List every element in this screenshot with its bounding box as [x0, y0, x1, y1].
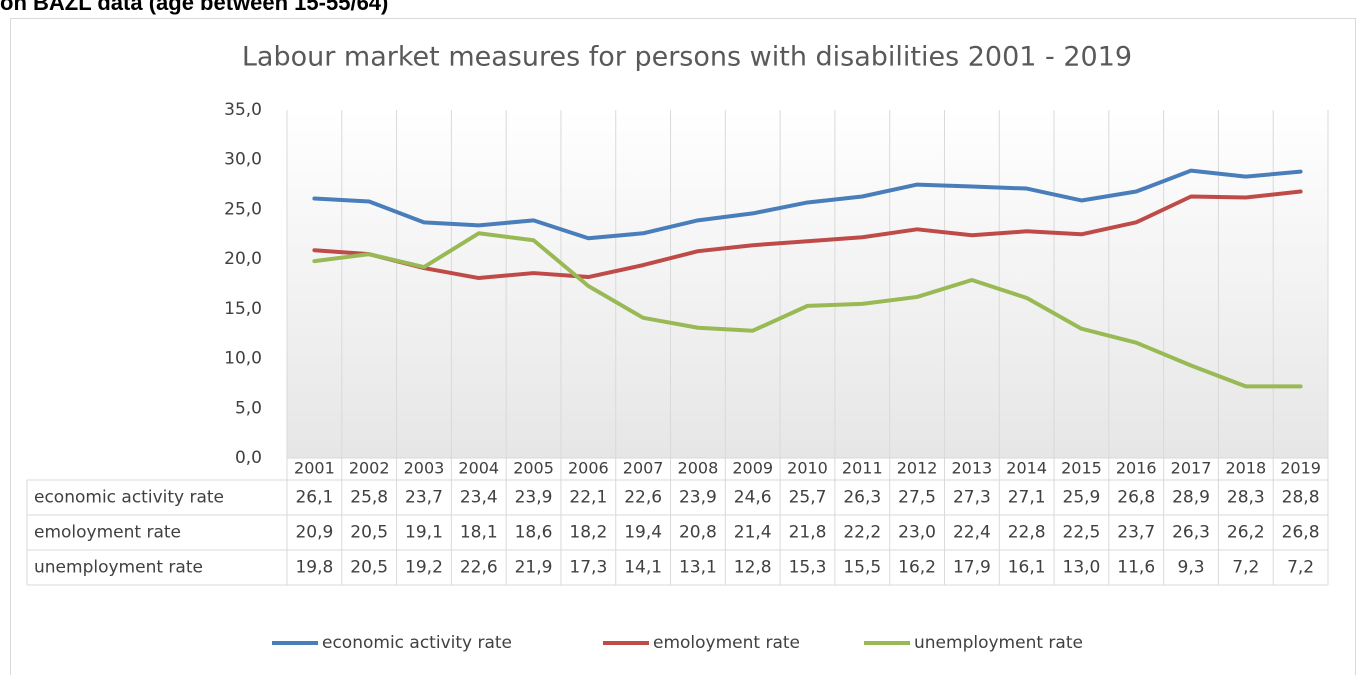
table-value: 26,8	[1117, 488, 1155, 508]
table-value: 23,7	[1117, 523, 1155, 543]
table-value: 18,6	[515, 523, 553, 543]
table-value: 25,7	[789, 488, 827, 508]
table-value: 21,4	[734, 523, 772, 543]
table-value: 13,0	[1063, 558, 1101, 578]
table-value: 11,6	[1117, 558, 1155, 578]
x-tick-label: 2011	[842, 459, 883, 478]
y-tick-label: 25,0	[224, 199, 262, 219]
x-tick-label: 2013	[952, 459, 993, 478]
table-value: 19,8	[295, 558, 333, 578]
table-value: 27,1	[1008, 488, 1046, 508]
legend-label: unemployment rate	[914, 633, 1083, 653]
table-value: 27,3	[953, 488, 991, 508]
x-tick-label: 2016	[1116, 459, 1157, 478]
y-tick-label: 15,0	[224, 299, 262, 319]
x-tick-label: 2018	[1225, 459, 1266, 478]
table-value: 7,2	[1287, 558, 1314, 578]
table-value: 13,1	[679, 558, 717, 578]
table-row-label: economic activity rate	[34, 488, 224, 508]
x-tick-label: 2014	[1006, 459, 1047, 478]
table-value: 19,1	[405, 523, 443, 543]
x-tick-label: 2012	[897, 459, 938, 478]
table-value: 22,2	[843, 523, 881, 543]
table-value: 19,2	[405, 558, 443, 578]
y-tick-label: 30,0	[224, 150, 262, 170]
table-value: 25,8	[350, 488, 388, 508]
y-tick-label: 20,0	[224, 249, 262, 269]
table-value: 28,8	[1282, 488, 1320, 508]
table-value: 23,9	[515, 488, 553, 508]
table-value: 26,3	[843, 488, 881, 508]
plot-area	[287, 110, 1328, 458]
table-value: 26,8	[1282, 523, 1320, 543]
series-line	[312, 231, 1303, 389]
table-value: 17,3	[569, 558, 607, 578]
table-value: 15,5	[843, 558, 881, 578]
table-value: 27,5	[898, 488, 936, 508]
table-value: 20,5	[350, 523, 388, 543]
y-tick-label: 35,0	[224, 100, 262, 120]
x-tick-label: 2010	[787, 459, 828, 478]
x-tick-label: 2001	[294, 459, 335, 478]
table-value: 22,6	[624, 488, 662, 508]
x-tick-label: 2003	[404, 459, 445, 478]
table-row-label: emoloyment rate	[34, 523, 181, 543]
chart-title: Labour market measures for persons with …	[242, 42, 1132, 73]
series-line	[312, 168, 1303, 241]
table-value: 26,1	[295, 488, 333, 508]
table-value: 19,4	[624, 523, 662, 543]
x-tick-label: 2008	[678, 459, 719, 478]
table-value: 16,2	[898, 558, 936, 578]
table-value: 26,3	[1172, 523, 1210, 543]
x-tick-label: 2006	[568, 459, 609, 478]
table-value: 22,8	[1008, 523, 1046, 543]
y-tick-label: 10,0	[224, 349, 262, 369]
x-tick-label: 2019	[1280, 459, 1321, 478]
y-tick-label: 5,0	[235, 398, 262, 418]
table-value: 22,1	[569, 488, 607, 508]
table-value: 16,1	[1008, 558, 1046, 578]
table-value: 17,9	[953, 558, 991, 578]
y-tick-label: 0,0	[235, 448, 262, 468]
table-value: 24,6	[734, 488, 772, 508]
table-value: 22,4	[953, 523, 991, 543]
x-tick-label: 2004	[458, 459, 499, 478]
table-value: 15,3	[789, 558, 827, 578]
x-tick-label: 2015	[1061, 459, 1102, 478]
table-value: 7,2	[1232, 558, 1259, 578]
table-value: 26,2	[1227, 523, 1265, 543]
table-value: 28,3	[1227, 488, 1265, 508]
table-value: 20,9	[295, 523, 333, 543]
series-line	[312, 189, 1303, 281]
table-row-label: unemployment rate	[34, 558, 203, 578]
table-value: 23,7	[405, 488, 443, 508]
table-value: 20,5	[350, 558, 388, 578]
table-value: 23,4	[460, 488, 498, 508]
table-value: 18,1	[460, 523, 498, 543]
table-value: 22,6	[460, 558, 498, 578]
table-value: 9,3	[1178, 558, 1205, 578]
table-value: 20,8	[679, 523, 717, 543]
table-value: 28,9	[1172, 488, 1210, 508]
x-tick-label: 2005	[513, 459, 554, 478]
x-tick-label: 2007	[623, 459, 664, 478]
table-value: 12,8	[734, 558, 772, 578]
x-tick-label: 2002	[349, 459, 390, 478]
page-heading: on BAZL data (age between 15-55/64)	[0, 0, 388, 15]
table-value: 23,9	[679, 488, 717, 508]
x-tick-label: 2017	[1171, 459, 1212, 478]
table-value: 21,9	[515, 558, 553, 578]
legend-label: emoloyment rate	[653, 633, 800, 653]
table-value: 18,2	[569, 523, 607, 543]
table-value: 21,8	[789, 523, 827, 543]
table-value: 22,5	[1063, 523, 1101, 543]
legend-label: economic activity rate	[322, 633, 512, 653]
table-value: 23,0	[898, 523, 936, 543]
table-value: 14,1	[624, 558, 662, 578]
table-value: 25,9	[1063, 488, 1101, 508]
x-tick-label: 2009	[732, 459, 773, 478]
